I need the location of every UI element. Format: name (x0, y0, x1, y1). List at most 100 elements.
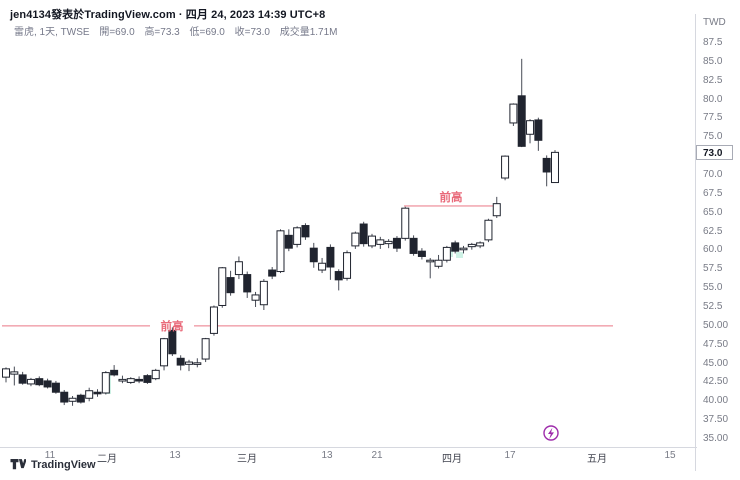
candlestick (534, 119, 543, 141)
legend-low: 低=69.0 (189, 27, 225, 38)
candlestick (193, 362, 202, 365)
price-tick: 65.0 (703, 206, 723, 218)
time-tick-day: 21 (371, 450, 383, 461)
candlestick (118, 378, 127, 382)
price-tick: 55.0 (703, 282, 723, 294)
candlestick (417, 250, 426, 257)
candlestick (409, 237, 418, 254)
candlestick (517, 95, 526, 147)
tradingview-logo-icon (10, 459, 26, 470)
candlestick (318, 262, 327, 271)
tradingview-logo-text: TradingView (31, 458, 96, 471)
candlestick (151, 369, 160, 380)
time-tick-month: 五月 (587, 454, 607, 465)
candlestick (168, 329, 177, 355)
candlestick (359, 223, 368, 245)
legend-high: 高=73.3 (144, 27, 180, 38)
price-tick: 62.5 (703, 225, 723, 237)
time-tick-month: 三月 (237, 454, 257, 465)
legend-open: 開=69.0 (99, 27, 135, 38)
candlestick (343, 252, 352, 279)
price-axis[interactable]: TWD 73.0 87.5 85.0 82.5 80.0 77.5 75.0 70.0 67.… (696, 0, 740, 480)
price-tick: 70.0 (703, 168, 723, 180)
price-tick: 82.5 (703, 74, 723, 86)
candlestick (135, 378, 144, 382)
price-tick: 45.00 (703, 357, 729, 369)
candlestick (509, 103, 518, 124)
candlestick (293, 227, 302, 245)
candlestick (459, 247, 468, 251)
legend-instrument: 雷虎, 1天, TWSE (14, 27, 90, 38)
candlestick (126, 378, 135, 383)
candlestick (259, 280, 268, 306)
candlestick (434, 259, 443, 267)
time-tick-day: 13 (321, 450, 333, 461)
candlestick (367, 235, 376, 247)
candlestick (542, 157, 551, 173)
time-tick-month: 二月 (97, 454, 117, 465)
candlestick (426, 259, 435, 263)
candlestick (243, 274, 252, 293)
candlestick (43, 380, 52, 388)
candlestick (376, 239, 385, 245)
candlestick (276, 230, 285, 273)
time-tick-day: 15 (664, 450, 676, 461)
candlestick (309, 247, 318, 263)
candlestick (451, 242, 460, 252)
price-tick: 42.50 (703, 376, 729, 388)
candlestick (160, 338, 169, 367)
candlestick (226, 277, 235, 294)
prev-high-label-2: 前高 (161, 319, 184, 333)
price-tick: 87.5 (703, 37, 723, 48)
candlestick (76, 394, 85, 403)
candlestick (10, 371, 19, 375)
price-tick: 85.0 (703, 55, 723, 67)
price-axis-currency: TWD (703, 17, 726, 28)
price-tick: 80.0 (703, 93, 723, 105)
candlestick (467, 243, 476, 248)
highlight-mark (456, 252, 463, 258)
legend-close: 收=73.0 (234, 27, 270, 38)
price-tick: 77.5 (703, 112, 723, 124)
candlestick (268, 269, 277, 277)
candlestick (476, 242, 485, 247)
last-price-label: 73.0 (696, 144, 733, 160)
candlestick (234, 261, 243, 276)
time-tick-day: 11 (44, 450, 56, 461)
price-tick: 35.00 (703, 432, 729, 444)
candlestick (218, 267, 227, 306)
candlestick (143, 375, 152, 383)
candlestick (526, 120, 535, 135)
candlestick (26, 378, 35, 385)
time-tick-day: 17 (504, 450, 516, 461)
candlestick (351, 232, 360, 247)
tradingview-logo[interactable]: TradingView (10, 458, 96, 471)
prev-high-label-1: 前高 (440, 190, 463, 204)
lightning-bolt-glyph[interactable] (548, 427, 554, 440)
candlestick (51, 382, 60, 393)
candlestick (384, 240, 393, 245)
candlestick (442, 246, 451, 261)
time-tick-day: 13 (169, 450, 181, 461)
candlestick (18, 374, 27, 384)
candlestick (68, 397, 77, 402)
byline: jen4134發表於TradingView.com · 四月 24, 2023 … (10, 9, 326, 21)
price-tick: 75.0 (703, 131, 723, 143)
candlestick (484, 219, 493, 241)
candlestick (326, 246, 335, 268)
price-tick: 60.0 (703, 244, 723, 256)
legend-volume: 成交量1.71M (279, 27, 338, 38)
price-tick: 50.00 (703, 319, 729, 331)
candlestick (93, 391, 102, 395)
time-axis[interactable]: 11 二月 13 三月 13 21 四月 17 五月 15 (0, 448, 696, 470)
price-tick: 37.50 (703, 414, 729, 426)
price-tick: 52.5 (703, 300, 723, 312)
price-tick: 47.50 (703, 338, 729, 350)
candlestick (334, 271, 343, 281)
candlestick (251, 294, 260, 301)
candlestick (284, 234, 293, 249)
candlestick (301, 225, 310, 238)
candlestick (176, 357, 185, 366)
